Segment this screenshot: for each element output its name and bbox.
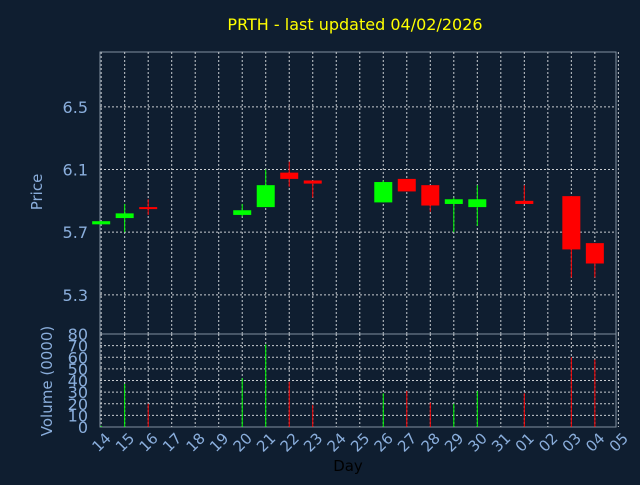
volume-tick-label: 30 <box>68 383 88 402</box>
price-tick-label: 5.3 <box>63 286 88 305</box>
x-tick-label: 31 <box>488 429 514 455</box>
x-tick-label: 15 <box>112 429 138 455</box>
candle-body <box>374 182 393 203</box>
candle-body <box>468 199 487 208</box>
x-tick-label: 02 <box>535 429 561 455</box>
x-axis: 1415161718192021222324252627282930310102… <box>89 429 632 455</box>
volume-tick-label: 60 <box>68 348 88 367</box>
candle-body <box>562 196 581 250</box>
volume-tick-label: 10 <box>68 406 88 425</box>
candle-body <box>397 178 416 192</box>
candle-body <box>139 207 158 210</box>
candle-body <box>421 185 440 206</box>
price-panel: 5.3 5.7 6.1 6.5 <box>63 51 619 335</box>
x-tick-label: 29 <box>441 429 467 455</box>
x-tick-label: 17 <box>159 429 185 455</box>
candle-body <box>444 199 463 204</box>
x-tick-label: 01 <box>512 429 538 455</box>
x-tick-label: 18 <box>183 429 209 455</box>
x-tick-label: 27 <box>394 429 420 455</box>
x-tick-label: 28 <box>418 429 444 455</box>
x-tick-label: 16 <box>136 429 162 455</box>
x-tick-label: 21 <box>253 429 279 455</box>
x-tick-label: 20 <box>230 429 256 455</box>
x-axis-label: Day <box>333 457 363 475</box>
x-tick-label: 14 <box>89 429 115 455</box>
x-tick-label: 03 <box>559 429 585 455</box>
x-tick-label: 19 <box>206 429 232 455</box>
x-tick-label: 24 <box>324 429 350 455</box>
volume-tick-label: 50 <box>68 360 88 379</box>
candle-body <box>92 221 111 225</box>
candle-body <box>280 172 299 179</box>
volume-tick-label: 70 <box>68 337 88 356</box>
price-tick-label: 6.1 <box>63 161 88 180</box>
candle-body <box>515 200 534 204</box>
x-tick-label: 25 <box>347 429 373 455</box>
price-plot-frame <box>99 51 617 335</box>
candle-body <box>233 210 252 215</box>
volume-axis-label: Volume (0000) <box>38 326 56 436</box>
volume-tick-label: 40 <box>68 372 88 391</box>
candle-body <box>256 185 275 208</box>
volume-tick-label: 0 <box>78 418 88 437</box>
price-tick-label: 5.7 <box>63 223 88 242</box>
x-tick-label: 23 <box>300 429 326 455</box>
x-tick-label: 05 <box>606 429 632 455</box>
x-tick-label: 22 <box>277 429 303 455</box>
x-tick-label: 30 <box>465 429 491 455</box>
candle-body <box>115 213 134 219</box>
volume-tick-label: 80 <box>68 325 88 344</box>
price-axis-label: Price <box>28 174 46 211</box>
chart-title: PRTH - last updated 04/02/2026 <box>227 15 482 34</box>
candle-body <box>303 180 322 184</box>
volume-tick-label: 20 <box>68 395 88 414</box>
x-tick-label: 26 <box>371 429 397 455</box>
x-tick-label: 04 <box>582 429 608 455</box>
price-tick-label: 6.5 <box>63 98 88 117</box>
candle-body <box>585 243 604 264</box>
